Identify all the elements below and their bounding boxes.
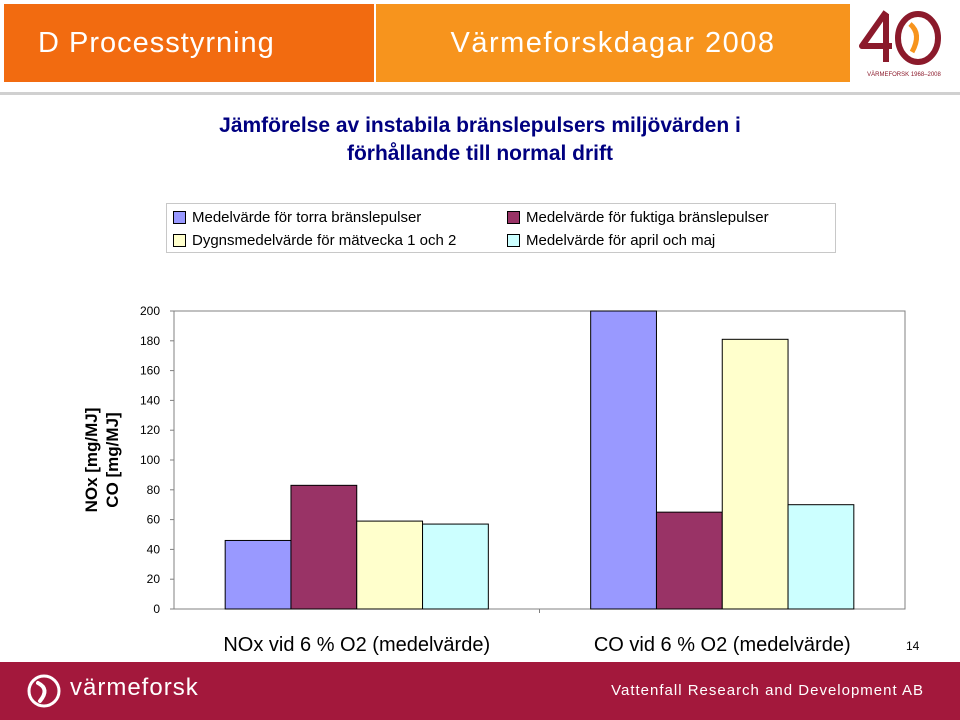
section-title: D Processtyrning (4, 4, 374, 82)
y-tick-label: 40 (147, 542, 161, 556)
bar (290, 484, 358, 610)
bar (590, 310, 657, 610)
bar (721, 338, 789, 610)
footer: värmeforsk Vattenfall Research and Devel… (0, 662, 960, 720)
chart-legend: Medelvärde för torra bränslepulser Medel… (166, 203, 836, 253)
logo-caption: VÄRMEFORSK 1968–2008 (867, 71, 941, 78)
y-tick-label: 0 (153, 602, 160, 616)
y-axis-title: CO [mg/MJ] (103, 412, 122, 507)
header: D Processtyrning Värmeforskdagar 2008 VÄ… (0, 0, 960, 92)
brand-flame-icon (27, 674, 61, 708)
y-tick-label: 60 (147, 513, 161, 527)
bar (787, 504, 855, 610)
y-tick-label: 120 (140, 423, 160, 437)
bar (655, 511, 723, 610)
legend-swatch-aprmay (507, 233, 520, 247)
y-tick-label: 80 (147, 483, 161, 497)
bar (422, 523, 489, 610)
bar (224, 539, 292, 610)
chart-title-line-2: förhållande till normal drift (346, 142, 614, 165)
event-title: Värmeforskdagar 2008 (376, 4, 850, 82)
y-tick-label: 100 (140, 453, 160, 467)
anniversary-logo-icon: VÄRMEFORSK 1968–2008 (859, 10, 942, 78)
legend-label-daily: Dygnsmedelvärde för mätvecka 1 och 2 (192, 231, 457, 249)
y-tick-label: 160 (140, 364, 160, 378)
page-number: 14 (906, 639, 920, 653)
footer-brand: värmeforsk (70, 674, 199, 701)
legend-label-aprmay: Medelvärde för april och maj (526, 231, 716, 249)
y-tick-label: 140 (140, 393, 160, 407)
legend-entry-aprmay: Medelvärde för april och maj (507, 229, 715, 251)
x-category-label: NOx vid 6 % O2 (medelvärde) (223, 634, 490, 656)
x-category-label: CO vid 6 % O2 (medelvärde) (594, 634, 851, 656)
legend-entry-dry: Medelvärde för torra bränslepulser (173, 206, 421, 228)
y-tick-label: 200 (140, 304, 160, 318)
anniversary-logo: VÄRMEFORSK 1968–2008 (852, 4, 956, 82)
footer-organization: Vattenfall Research and Development AB (611, 682, 924, 699)
y-tick-label: 180 (140, 334, 160, 348)
y-tick-label: 20 (147, 572, 161, 586)
legend-label-wet: Medelvärde för fuktiga bränslepulser (526, 208, 769, 226)
chart-title-line-1: Jämförelse av instabila bränslepulsers m… (219, 114, 741, 137)
chart-title: Jämförelse av instabila bränslepulsers m… (0, 112, 960, 168)
legend-swatch-daily (173, 233, 186, 247)
legend-swatch-wet (507, 210, 520, 224)
header-divider (0, 92, 960, 95)
legend-swatch-dry (173, 210, 186, 224)
legend-label-dry: Medelvärde för torra bränslepulser (192, 208, 422, 226)
bar (356, 520, 424, 610)
legend-entry-wet: Medelvärde för fuktiga bränslepulser (507, 206, 769, 228)
y-axis-title: NOx [mg/MJ] (82, 408, 101, 513)
legend-entry-daily: Dygnsmedelvärde för mätvecka 1 och 2 (173, 229, 456, 251)
